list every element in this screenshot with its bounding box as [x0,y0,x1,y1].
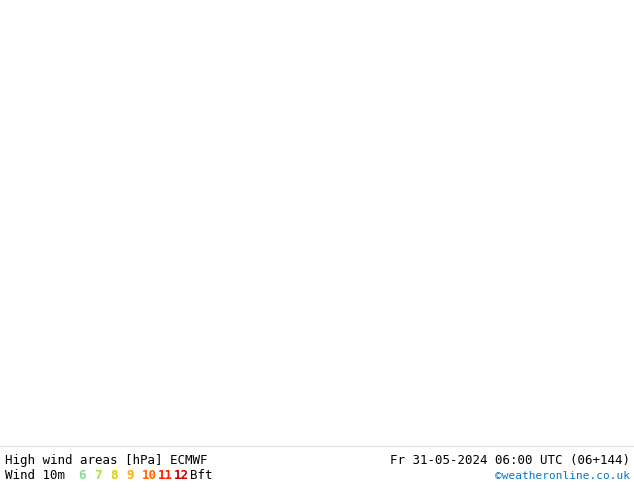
Text: 12: 12 [174,469,189,483]
Text: 11: 11 [158,469,173,483]
Text: 8: 8 [110,469,117,483]
Text: High wind areas [hPa] ECMWF: High wind areas [hPa] ECMWF [5,454,207,467]
Text: 9: 9 [126,469,134,483]
Text: Wind 10m: Wind 10m [5,469,65,483]
Text: 10: 10 [142,469,157,483]
Text: Bft: Bft [190,469,212,483]
Text: ©weatheronline.co.uk: ©weatheronline.co.uk [495,471,630,481]
Text: Fr 31-05-2024 06:00 UTC (06+144): Fr 31-05-2024 06:00 UTC (06+144) [390,454,630,467]
Text: 7: 7 [94,469,101,483]
Text: 6: 6 [78,469,86,483]
